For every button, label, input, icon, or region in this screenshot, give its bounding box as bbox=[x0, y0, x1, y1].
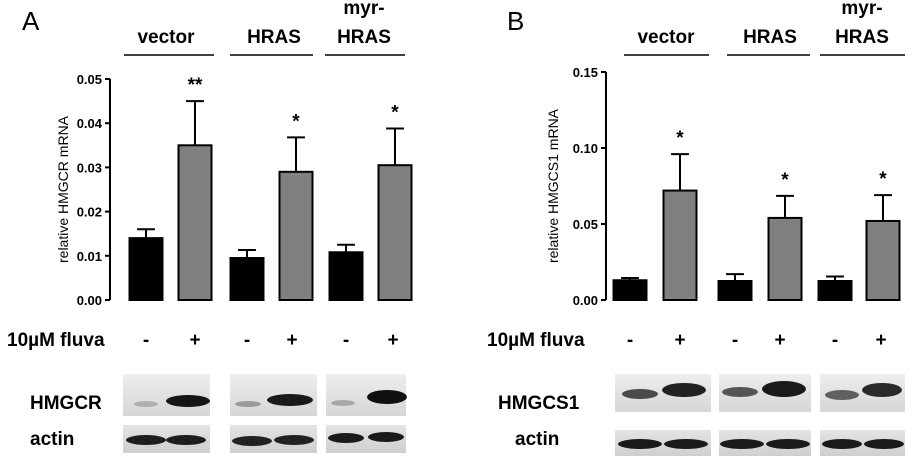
treatment-tick: - bbox=[343, 330, 349, 351]
bar bbox=[817, 280, 853, 301]
y-tick-label: 0.04 bbox=[77, 116, 103, 131]
significance-mark: * bbox=[391, 103, 399, 124]
bar bbox=[177, 144, 213, 301]
bar bbox=[612, 279, 648, 301]
treatment-tick: - bbox=[244, 330, 250, 351]
y-tick-label: 0.03 bbox=[77, 160, 102, 175]
y-tick-label: 0.05 bbox=[77, 72, 102, 87]
bar bbox=[767, 216, 803, 301]
treatment-tick: - bbox=[832, 330, 838, 351]
y-tick-label: 0.00 bbox=[573, 293, 598, 308]
treatment-label-b: 10µM fluva bbox=[487, 330, 585, 351]
group-label-hras: HRAS bbox=[247, 27, 301, 48]
treatment-tick: - bbox=[627, 330, 633, 351]
panel-b-plot: 0.00 0.05 0.10 0.15 relative HMGCS1 mRNA * * * bbox=[545, 65, 901, 308]
blot-label-hmgcs1: HMGCS1 bbox=[498, 393, 580, 414]
significance-mark: * bbox=[879, 169, 887, 190]
panel-a-plot: 0.00 0.01 0.02 0.03 0.04 0.05 relative HMGCR m… bbox=[55, 72, 413, 308]
bar bbox=[377, 164, 413, 301]
significance-mark: * bbox=[292, 111, 300, 132]
treatment-tick: - bbox=[143, 330, 149, 351]
y-tick-label: 0.01 bbox=[77, 249, 102, 264]
y-tick-label: 0.02 bbox=[77, 205, 102, 220]
y-axis-title: relative HMGCS1 mRNA bbox=[545, 108, 561, 263]
treatment-tick: - bbox=[732, 330, 738, 351]
treatment-ticks-a: - + - + - + bbox=[143, 330, 399, 351]
bar bbox=[229, 257, 265, 302]
panel-b-letter: B bbox=[507, 6, 524, 36]
treatment-tick: + bbox=[286, 330, 297, 351]
blot-label-actin-b: actin bbox=[515, 429, 559, 450]
group-label-hras-b: HRAS bbox=[743, 27, 797, 48]
y-axis-title: relative HMGCR mRNA bbox=[55, 115, 71, 263]
group-label-myr-hras: myr-HRAS bbox=[337, 0, 391, 48]
group-label-vector-b: vector bbox=[637, 27, 695, 48]
treatment-tick: + bbox=[774, 330, 785, 351]
bar bbox=[128, 237, 164, 301]
panel-b-group-headers: vector HRAS myr-HRAS bbox=[624, 0, 905, 56]
group-label-myr-hras-b: myr-HRAS bbox=[835, 0, 889, 48]
bar bbox=[717, 280, 753, 301]
panel-a-group-headers: vector HRAS myr-HRAS bbox=[124, 0, 405, 56]
group-label-vector: vector bbox=[137, 27, 195, 48]
treatment-tick: + bbox=[189, 330, 200, 351]
y-tick-label: 0.00 bbox=[77, 293, 102, 308]
y-tick-label: 0.05 bbox=[573, 217, 598, 232]
treatment-label-a: 10µM fluva bbox=[7, 330, 105, 351]
treatment-tick: + bbox=[875, 330, 886, 351]
significance-mark: * bbox=[781, 170, 789, 191]
treatment-ticks-b: - + - + - + bbox=[627, 330, 887, 351]
blot-label-hmgcr: HMGCR bbox=[30, 393, 102, 414]
bar bbox=[278, 170, 314, 301]
bar bbox=[662, 189, 698, 301]
bar bbox=[865, 219, 901, 302]
y-tick-label: 0.15 bbox=[573, 65, 598, 80]
panel-a-letter: A bbox=[22, 6, 40, 36]
y-tick-label: 0.10 bbox=[573, 141, 598, 156]
significance-mark: * bbox=[676, 128, 684, 149]
blot-label-actin-a: actin bbox=[30, 429, 74, 450]
bar bbox=[328, 251, 364, 302]
blot-images-b bbox=[615, 374, 905, 456]
significance-mark: ** bbox=[188, 75, 203, 96]
blot-images-a bbox=[123, 374, 407, 453]
treatment-tick: + bbox=[674, 330, 685, 351]
treatment-tick: + bbox=[387, 330, 398, 351]
